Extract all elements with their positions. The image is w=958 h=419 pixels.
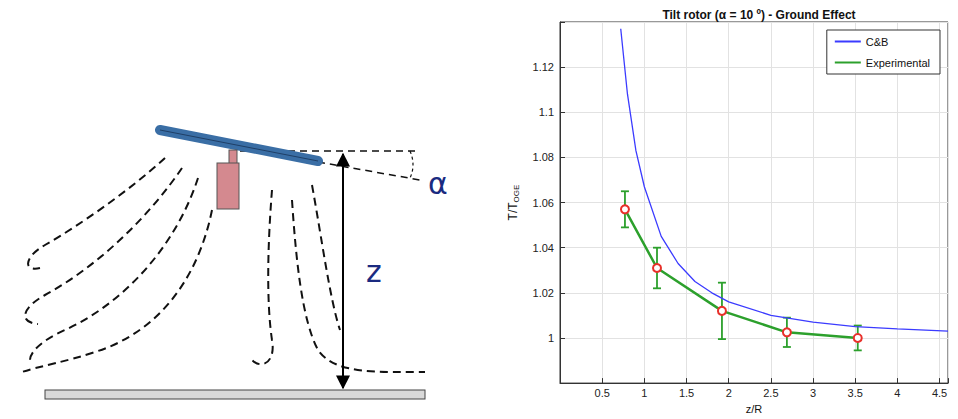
svg-text:3.5: 3.5: [848, 387, 863, 399]
svg-text:T/T: T/T: [506, 202, 520, 221]
svg-text:1.1: 1.1: [539, 106, 554, 118]
svg-text:4: 4: [894, 387, 900, 399]
svg-text:Tilt rotor (α = 10 º) - Ground: Tilt rotor (α = 10 º) - Ground Effect: [662, 8, 855, 22]
svg-text:4.5: 4.5: [932, 387, 947, 399]
svg-text:0.5: 0.5: [595, 387, 610, 399]
svg-text:C&B: C&B: [866, 36, 889, 48]
svg-text:2.5: 2.5: [763, 387, 778, 399]
svg-text:1.08: 1.08: [533, 151, 554, 163]
svg-text:3: 3: [810, 387, 816, 399]
svg-text:1.06: 1.06: [533, 197, 554, 209]
svg-text:1.02: 1.02: [533, 287, 554, 299]
svg-text:2: 2: [726, 387, 732, 399]
svg-text:Experimental: Experimental: [866, 57, 930, 69]
svg-text:OGE: OGE: [512, 185, 521, 203]
svg-text:1.04: 1.04: [533, 242, 554, 254]
svg-text:1: 1: [641, 387, 647, 399]
svg-text:z/R: z/R: [746, 403, 763, 415]
svg-text:z: z: [366, 254, 382, 289]
svg-text:1.12: 1.12: [533, 61, 554, 73]
svg-text:α: α: [428, 166, 448, 201]
svg-text:1.5: 1.5: [679, 387, 694, 399]
svg-text:1: 1: [548, 332, 554, 344]
